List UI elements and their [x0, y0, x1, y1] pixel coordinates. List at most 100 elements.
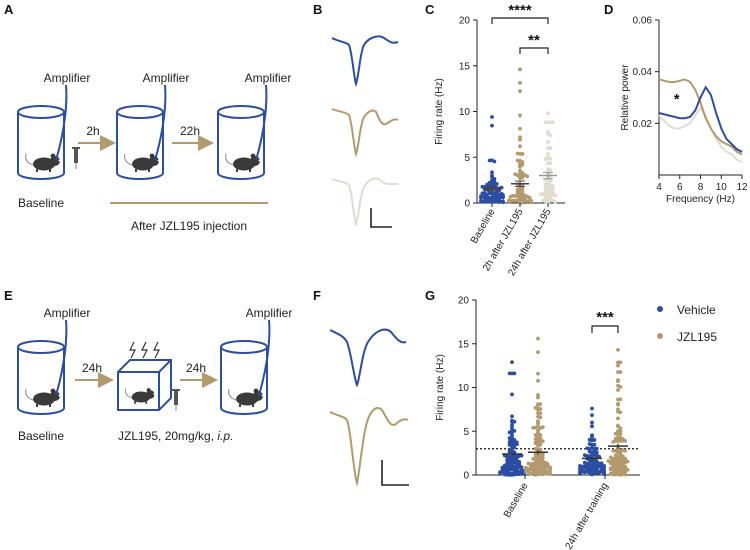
data-point [543, 198, 548, 202]
data-point [616, 379, 620, 384]
data-point [520, 200, 525, 205]
data-point [590, 472, 594, 477]
cylinder-2h [116, 84, 167, 180]
data-point [550, 190, 555, 195]
data-point [548, 146, 553, 151]
y-tick-label: 20 [459, 16, 471, 27]
significance-stars: ** [528, 32, 540, 49]
data-point [538, 436, 543, 441]
y-tick-label: 0 [463, 471, 469, 482]
data-point [520, 171, 525, 175]
data-point [518, 80, 522, 85]
data-point [594, 446, 599, 451]
data-point [512, 419, 517, 424]
baseline-label: Baseline [18, 196, 64, 210]
data-point [492, 179, 497, 184]
data-point [543, 120, 548, 125]
waveform-vehicle [329, 328, 407, 388]
panel-e-label: E [4, 288, 13, 303]
data-point [498, 470, 502, 475]
data-point [479, 196, 483, 200]
scale-bar [381, 460, 409, 486]
y-tick-label: 5 [464, 153, 470, 164]
panel-g: G 0 5 10 15 20 Firing rate (Hz) Baseline 24h af… [425, 288, 717, 550]
y-tick-label: 0 [464, 199, 470, 210]
data-point [540, 425, 545, 430]
data-point [520, 190, 525, 194]
data-point [613, 431, 618, 436]
data-point [546, 151, 550, 156]
training-cube [117, 359, 172, 411]
data-point [518, 89, 522, 94]
data-point [531, 425, 536, 430]
legend-marker [657, 306, 663, 312]
data-point [550, 187, 555, 192]
panel-f: F [313, 288, 409, 487]
data-point [497, 188, 502, 193]
amplifier-label: Amplifier [245, 71, 292, 85]
data-point [512, 371, 517, 376]
data-point [538, 415, 543, 420]
data-point [618, 410, 623, 415]
data-point [536, 378, 540, 383]
data-point [550, 184, 555, 189]
data-point [536, 336, 540, 341]
data-point [606, 459, 611, 463]
data-point [518, 144, 522, 149]
panel-e: E Amplifier Baseline 24h 24h [4, 288, 292, 443]
data-point [613, 453, 618, 458]
data-point [531, 457, 536, 461]
significance-bracket [519, 47, 549, 54]
data-point [625, 467, 630, 472]
data-point [501, 193, 505, 198]
y-tick-label: 15 [459, 61, 471, 72]
data-point [494, 182, 499, 186]
data-point [533, 433, 538, 437]
data-point [538, 432, 543, 437]
legend-marker [657, 333, 663, 339]
legend-label: JZL195 [677, 330, 717, 344]
y-tick-label: 0.02 [633, 119, 653, 130]
data-point [518, 126, 522, 131]
data-point [543, 182, 548, 187]
data-point [585, 446, 590, 451]
data-point [543, 187, 548, 191]
data-point [616, 416, 620, 421]
data-point [590, 424, 594, 429]
data-point [512, 445, 517, 450]
panel-a-label: A [4, 2, 14, 17]
data-point [611, 448, 616, 453]
data-point [590, 434, 594, 439]
panel-d-label: D [604, 2, 613, 17]
cylinder-24h [217, 84, 268, 180]
shock-icons [129, 341, 160, 359]
data-point [616, 388, 620, 392]
data-point [543, 157, 548, 162]
waveform-24h [331, 177, 399, 228]
data-point [592, 442, 597, 447]
x-tick-label: Baseline [469, 207, 498, 246]
data-point [592, 469, 597, 474]
data-point [611, 463, 616, 467]
baseline-label: Baseline [18, 429, 64, 443]
electrode-cable [55, 84, 68, 161]
data-point [592, 451, 597, 456]
data-point [510, 392, 514, 397]
data-point [508, 194, 513, 199]
data-point [546, 140, 550, 144]
data-point [512, 437, 517, 442]
data-point [507, 436, 512, 441]
y-tick-label: 20 [458, 296, 470, 307]
y-axis-label: Firing rate (Hz) [434, 78, 445, 145]
x-tick-label: 24h after training [564, 481, 611, 550]
data-point [625, 459, 630, 464]
arrow-2h-label: 2h [86, 124, 99, 138]
data-point [611, 439, 616, 444]
data-point [578, 466, 582, 471]
y-tick-label: 10 [459, 107, 471, 118]
data-point [500, 465, 505, 470]
data-point [616, 423, 620, 428]
data-point [623, 464, 628, 469]
amplifier-label: Amplifier [143, 71, 190, 85]
